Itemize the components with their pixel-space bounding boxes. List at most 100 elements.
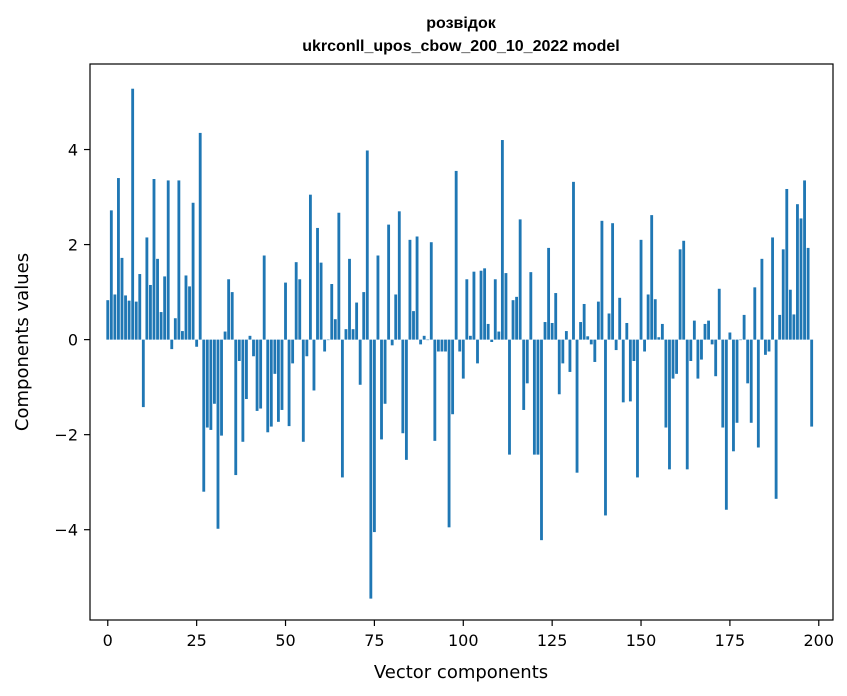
bar-23	[188, 286, 191, 340]
bar-16	[163, 276, 167, 340]
bar-70	[355, 302, 359, 340]
bar-5	[124, 295, 127, 340]
bar-90	[426, 339, 430, 341]
y-axis-label: Components values	[12, 253, 33, 431]
bar-126	[554, 293, 558, 340]
bar-45	[266, 339, 270, 433]
bar-113	[508, 339, 511, 455]
bar-147	[628, 339, 632, 402]
bar-55	[301, 339, 305, 442]
bar-35	[230, 292, 234, 340]
bar-161	[678, 249, 682, 340]
bar-177	[735, 339, 739, 423]
bar-142	[611, 223, 615, 340]
bar-66	[340, 339, 344, 478]
bar-174	[724, 339, 728, 510]
bar-88	[419, 339, 423, 345]
bar-197	[806, 247, 810, 340]
bar-85	[408, 239, 412, 340]
bar-83	[401, 339, 405, 434]
x-axis-ticks: 0 25 50 75 100 125 150 175 200	[103, 620, 834, 650]
bar-123	[543, 322, 547, 340]
bar-150	[639, 239, 643, 340]
bar-58	[312, 339, 316, 391]
bar-138	[596, 301, 600, 340]
bar-109	[493, 279, 497, 340]
bar-157	[664, 339, 668, 428]
bar-44	[262, 255, 266, 340]
bar-48	[276, 339, 280, 422]
bar-52	[291, 339, 295, 364]
bar-92	[433, 339, 437, 441]
bar-3	[117, 178, 120, 340]
bar-97	[451, 339, 455, 415]
x-tick-label: 125	[537, 631, 568, 650]
bar-43	[259, 339, 263, 409]
bar-4	[120, 257, 124, 340]
x-tick-label: 175	[715, 631, 746, 650]
bar-33	[223, 331, 227, 340]
bar-114	[511, 300, 515, 340]
bar-167	[700, 339, 703, 360]
bar-175	[728, 332, 732, 340]
bar-162	[682, 240, 686, 340]
bar-181	[749, 339, 753, 423]
bar-78	[383, 339, 387, 404]
bar-120	[532, 339, 536, 455]
bar-107	[486, 323, 490, 340]
y-tick-label: −2	[54, 426, 78, 445]
bar-182	[753, 287, 757, 340]
x-tick-label: 150	[626, 631, 657, 650]
bar-42	[255, 339, 259, 411]
bar-11	[145, 237, 149, 340]
bar-8	[134, 301, 138, 340]
bar-112	[504, 273, 508, 340]
bar-194	[796, 204, 799, 340]
bar-148	[632, 339, 636, 361]
bar-30	[213, 339, 216, 404]
bar-18	[170, 339, 174, 350]
bar-102	[468, 335, 472, 340]
bar-155	[657, 337, 661, 340]
bar-75	[372, 339, 376, 533]
bar-124	[547, 247, 551, 340]
bar-163	[685, 339, 689, 470]
bar-143	[614, 339, 618, 351]
bar-12	[149, 284, 152, 340]
bar-67	[344, 329, 348, 340]
bar-178	[739, 339, 742, 341]
bar-110	[497, 331, 501, 340]
bar-134	[582, 303, 586, 340]
bar-198	[810, 339, 814, 427]
bar-196	[803, 180, 806, 340]
bar-29	[209, 339, 213, 430]
bar-154	[653, 299, 657, 340]
bar-13	[152, 179, 156, 340]
bar-159	[671, 339, 675, 379]
bar-119	[529, 272, 533, 340]
bar-39	[245, 339, 248, 400]
bar-191	[785, 188, 789, 340]
bar-145	[621, 339, 625, 403]
bar-115	[515, 296, 519, 340]
bar-93	[436, 339, 440, 352]
bar-135	[586, 336, 590, 340]
bar-27	[202, 339, 206, 492]
bar-184	[760, 258, 764, 340]
bar-37	[237, 339, 241, 361]
y-tick-label: 4	[68, 141, 78, 160]
bar-94	[440, 339, 444, 352]
bar-146	[625, 322, 629, 340]
bar-25	[195, 339, 199, 347]
bar-192	[788, 289, 792, 340]
bar-193	[792, 314, 796, 340]
bar-84	[404, 339, 408, 460]
bar-171	[714, 339, 718, 377]
bar-86	[412, 311, 415, 340]
bar-95	[444, 339, 447, 352]
bar-137	[593, 339, 597, 362]
x-axis-label: Vector components	[374, 662, 548, 683]
bar-183	[756, 339, 760, 448]
bar-101	[465, 279, 469, 340]
y-tick-label: 2	[68, 236, 78, 255]
